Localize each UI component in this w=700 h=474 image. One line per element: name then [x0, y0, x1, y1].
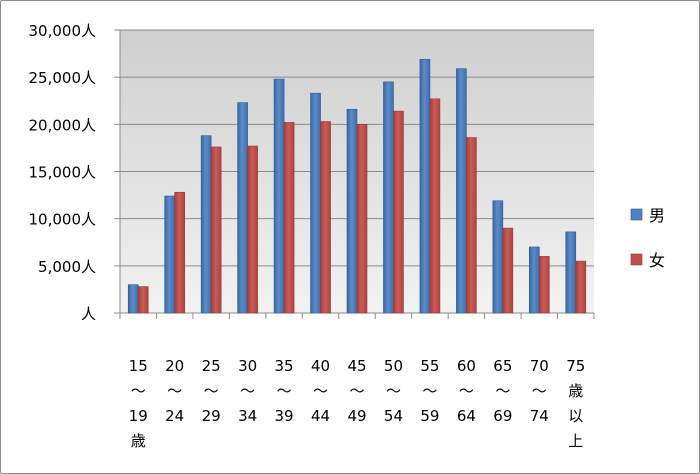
x-category-label: 上: [568, 432, 583, 450]
legend-swatch: [630, 208, 643, 221]
x-category-label: ～: [386, 382, 401, 400]
bar-female: [210, 146, 222, 314]
x-category-label: 29: [202, 407, 221, 425]
x-category-label: 歳: [568, 382, 583, 400]
x-category-label: 75: [566, 357, 585, 375]
x-category-label: ～: [459, 382, 474, 400]
x-category-label: ～: [422, 382, 437, 400]
bar-female: [247, 145, 258, 314]
legend-label: 女: [649, 251, 665, 270]
x-category-label: ～: [131, 382, 146, 400]
bar-male: [492, 200, 504, 314]
x-category-label: ～: [532, 382, 547, 400]
x-category-label: 35: [275, 357, 294, 375]
x-category-label: 34: [238, 407, 257, 425]
x-category-label: 50: [384, 357, 403, 375]
bar-female: [429, 98, 441, 314]
bar-male: [456, 68, 467, 314]
bar-female: [575, 260, 587, 314]
x-category-label: 歳: [131, 432, 146, 450]
bar-male: [310, 92, 321, 314]
y-tick-label: 25,000人: [29, 69, 97, 87]
x-category-label: 44: [311, 407, 330, 425]
bar-male: [237, 102, 248, 314]
x-category-label: ～: [313, 382, 328, 400]
legend-label: 男: [649, 206, 665, 225]
x-category-label: 64: [457, 407, 476, 425]
x-category-label: 70: [530, 357, 549, 375]
bar-female: [539, 256, 550, 314]
x-category-label: 25: [202, 357, 221, 375]
bar-male: [565, 231, 577, 314]
x-category-label: ～: [204, 382, 219, 400]
y-tick-label: 人: [81, 305, 96, 323]
legend-swatch: [630, 253, 643, 266]
x-category-label: ～: [349, 382, 364, 400]
bar-male: [127, 284, 139, 314]
bar-female: [137, 286, 149, 314]
bar-female: [320, 121, 331, 314]
bar-female: [283, 122, 295, 314]
x-category-label: 20: [165, 357, 184, 375]
x-category-label: ～: [167, 382, 182, 400]
bar-male: [346, 108, 358, 314]
x-category-label: 19: [129, 407, 148, 425]
y-tick-label: 20,000人: [29, 116, 97, 134]
x-category-label: 69: [493, 407, 512, 425]
y-tick-label: 5,000人: [38, 258, 96, 276]
bar-female: [466, 137, 477, 314]
x-category-label: ～: [240, 382, 255, 400]
bar-female: [174, 191, 185, 314]
x-category-label: 以: [568, 407, 583, 425]
x-category-label: 15: [129, 357, 148, 375]
x-category-label: ～: [277, 382, 292, 400]
x-category-label: 74: [530, 407, 549, 425]
bar-female: [393, 110, 404, 314]
bar-male: [383, 81, 394, 314]
y-tick-label: 15,000人: [29, 164, 97, 182]
bar-female: [356, 124, 368, 314]
x-category-label: 24: [165, 407, 184, 425]
bar-male: [200, 135, 212, 314]
x-category-label: 65: [493, 357, 512, 375]
x-category-label: 55: [420, 357, 439, 375]
x-category-label: 45: [347, 357, 366, 375]
x-category-label: 60: [457, 357, 476, 375]
y-tick-label: 30,000人: [29, 22, 97, 40]
x-category-label: 59: [420, 407, 439, 425]
x-category-label: 54: [384, 407, 403, 425]
x-category-label: 30: [238, 357, 257, 375]
x-category-label: 49: [347, 407, 366, 425]
bar-male: [419, 58, 431, 314]
x-category-label: 40: [311, 357, 330, 375]
bar-male: [529, 246, 540, 314]
bar-male: [164, 195, 175, 314]
bar-female: [502, 227, 514, 314]
y-tick-label: 10,000人: [29, 211, 97, 229]
x-category-label: 39: [275, 407, 294, 425]
x-category-label: ～: [495, 382, 510, 400]
bar-male: [273, 78, 285, 314]
